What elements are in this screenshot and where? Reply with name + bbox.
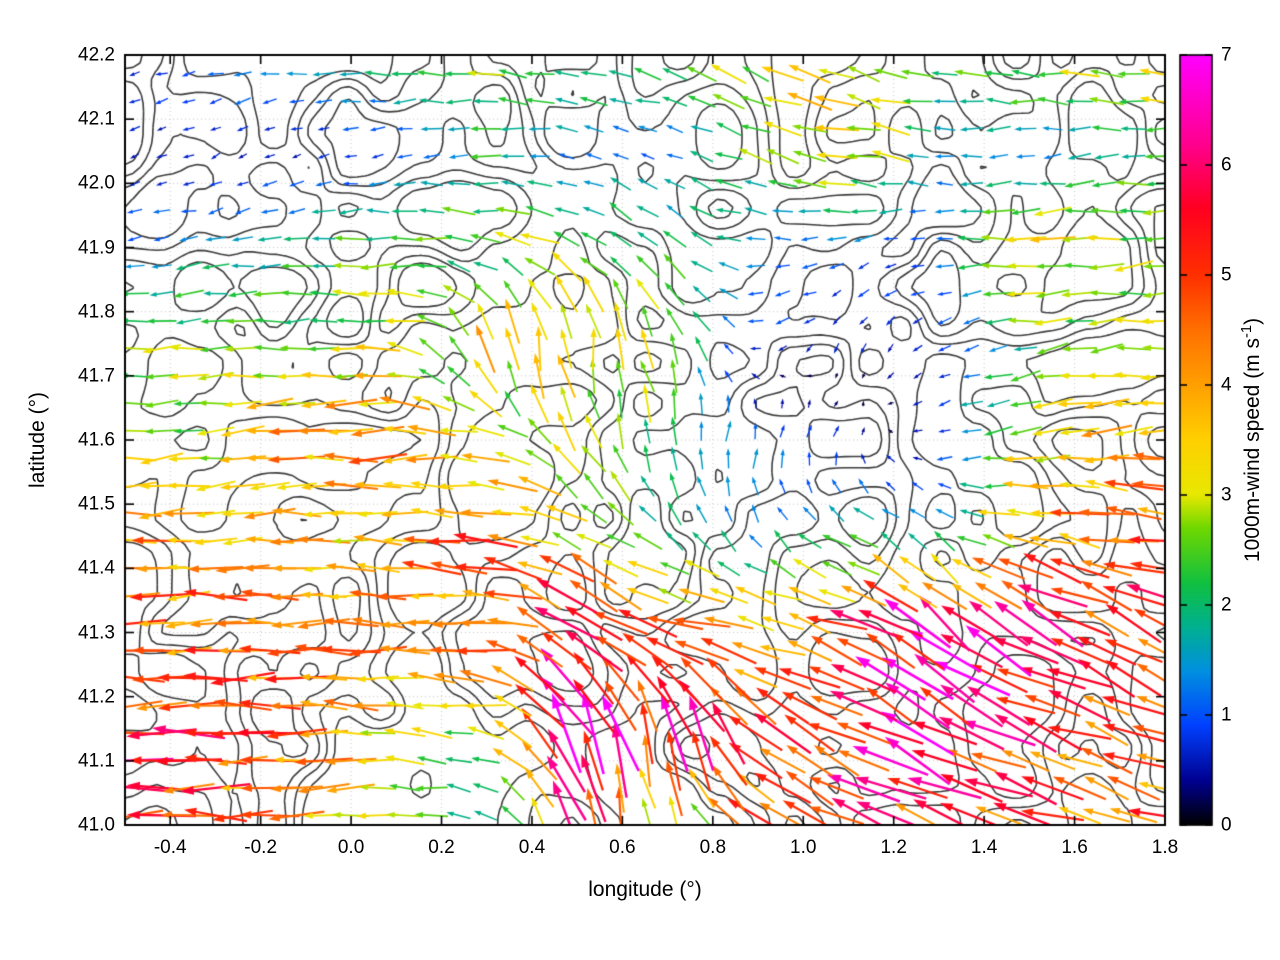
colorbar-title-close: ) — [1241, 317, 1264, 325]
y-tick-label-5: 41.5 — [78, 493, 115, 515]
colorbar-title: 1000m-wind speed (m s-1) — [1239, 318, 1265, 562]
y-tick-label-12: 42.2 — [78, 44, 115, 66]
colorbar-tick-label-1: 1 — [1221, 704, 1232, 726]
y-tick-label-0: 41.0 — [78, 814, 115, 836]
colorbar-tick-label-0: 0 — [1221, 814, 1232, 836]
y-axis-title: latitude (°) — [26, 392, 49, 488]
colorbar-tick-label-2: 2 — [1221, 594, 1232, 616]
colorbar-title-text: 1000m-wind speed (m s — [1241, 337, 1264, 563]
x-tick-label-6: 0.8 — [699, 837, 727, 858]
colorbar-title-sup: -1 — [1239, 324, 1255, 338]
plot-area — [125, 55, 1165, 825]
x-tick-label-7: 1.0 — [790, 837, 817, 858]
x-tick-label-8: 1.2 — [880, 837, 907, 858]
x-axis-title: longitude (°) — [588, 878, 702, 901]
colorbar-tick-label-5: 5 — [1221, 264, 1232, 286]
colorbar-tick-label-3: 3 — [1221, 484, 1232, 506]
x-tick-label-0: -0.4 — [153, 837, 187, 858]
y-tick-label-3: 41.3 — [78, 622, 115, 643]
x-tick-label-4: 0.4 — [518, 837, 546, 858]
x-tick-label-1: -0.2 — [244, 837, 278, 858]
y-tick-label-8: 41.8 — [78, 301, 115, 323]
y-tick-label-7: 41.7 — [78, 365, 115, 387]
x-tick-label-5: 0.6 — [609, 837, 636, 858]
colorbar-tick-label-4: 4 — [1221, 374, 1232, 396]
y-tick-label-1: 41.1 — [78, 750, 115, 772]
y-tick-label-2: 41.2 — [78, 686, 115, 708]
x-tick-label-11: 1.8 — [1151, 837, 1179, 858]
x-tick-label-9: 1.4 — [970, 837, 998, 858]
y-tick-label-9: 41.9 — [78, 237, 115, 258]
y-tick-label-4: 41.4 — [78, 557, 115, 579]
x-tick-label-10: 1.6 — [1061, 837, 1088, 858]
y-tick-label-10: 42.0 — [78, 172, 115, 194]
y-tick-label-11: 42.1 — [78, 108, 115, 130]
x-tick-label-3: 0.2 — [428, 837, 455, 858]
x-tick-label-2: 0.0 — [337, 837, 365, 858]
colorbar — [1180, 55, 1212, 825]
colorbar-tick-label-7: 7 — [1221, 44, 1232, 66]
y-tick-label-6: 41.6 — [78, 429, 115, 451]
colorbar-tick-label-6: 6 — [1221, 154, 1232, 176]
